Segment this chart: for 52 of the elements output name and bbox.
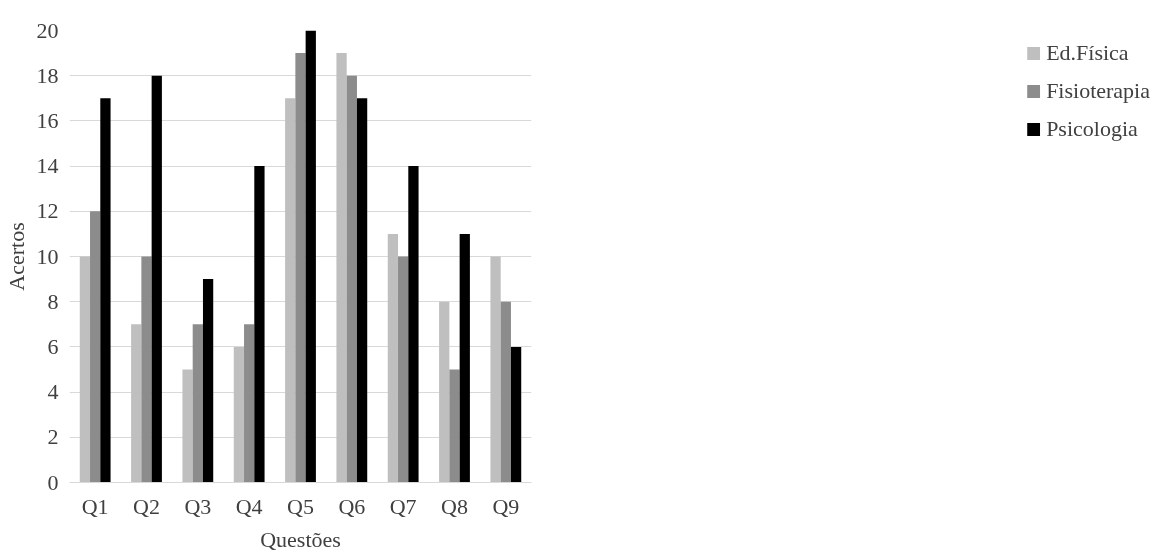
- y-tick-label: 8: [47, 288, 59, 314]
- bar: [192, 324, 203, 483]
- bar: [346, 75, 357, 483]
- bar: [459, 233, 470, 483]
- y-tick-label: 16: [36, 107, 59, 133]
- y-axis-title: Acertos: [3, 222, 29, 291]
- bar: [182, 369, 193, 483]
- legend-label: Psicologia: [1046, 116, 1138, 142]
- bar: [510, 346, 522, 483]
- legend-label: Fisioterapia: [1046, 78, 1150, 104]
- x-tick-label: Q5: [287, 493, 314, 519]
- y-tick-label: 0: [47, 469, 59, 495]
- bar: [202, 279, 214, 483]
- bar: [141, 256, 152, 483]
- bar: [131, 324, 142, 483]
- bar: [79, 256, 91, 483]
- bar: [449, 369, 460, 483]
- bar: [295, 53, 306, 483]
- bar: [356, 98, 368, 483]
- bar: [439, 301, 450, 483]
- y-tick-label: 6: [47, 333, 59, 359]
- bar: [336, 53, 347, 483]
- bar: [151, 75, 162, 483]
- y-tick-label: 12: [36, 198, 59, 224]
- y-tick-label: 18: [36, 62, 59, 88]
- x-tick-label: Q1: [81, 493, 109, 519]
- y-tick-label: 4: [47, 379, 59, 405]
- bar: [233, 346, 245, 483]
- x-tick-label: Q4: [235, 493, 263, 519]
- x-tick-label: Q6: [338, 493, 366, 519]
- bar: [285, 98, 296, 483]
- bar: [90, 211, 101, 483]
- bar: [490, 256, 501, 483]
- bar: [387, 233, 399, 483]
- bar: [500, 301, 511, 483]
- x-axis-title: Questões: [260, 526, 341, 552]
- bar: [100, 98, 111, 483]
- bar: [254, 166, 265, 483]
- x-tick-label: Q9: [492, 493, 520, 519]
- y-tick-label: 2: [47, 424, 59, 450]
- y-tick-label: 14: [36, 153, 59, 179]
- bar: [305, 30, 316, 483]
- x-tick-label: Q7: [389, 493, 417, 519]
- x-tick-label: Q3: [184, 493, 212, 519]
- x-tick-label: Q2: [133, 493, 160, 519]
- legend-label: Ed.Física: [1046, 40, 1129, 66]
- bar: [408, 166, 419, 483]
- x-tick-label: Q8: [441, 493, 468, 519]
- bar: [398, 256, 409, 483]
- y-tick-label: 10: [36, 243, 59, 269]
- bar: [244, 324, 255, 483]
- y-tick-label: 20: [36, 17, 59, 43]
